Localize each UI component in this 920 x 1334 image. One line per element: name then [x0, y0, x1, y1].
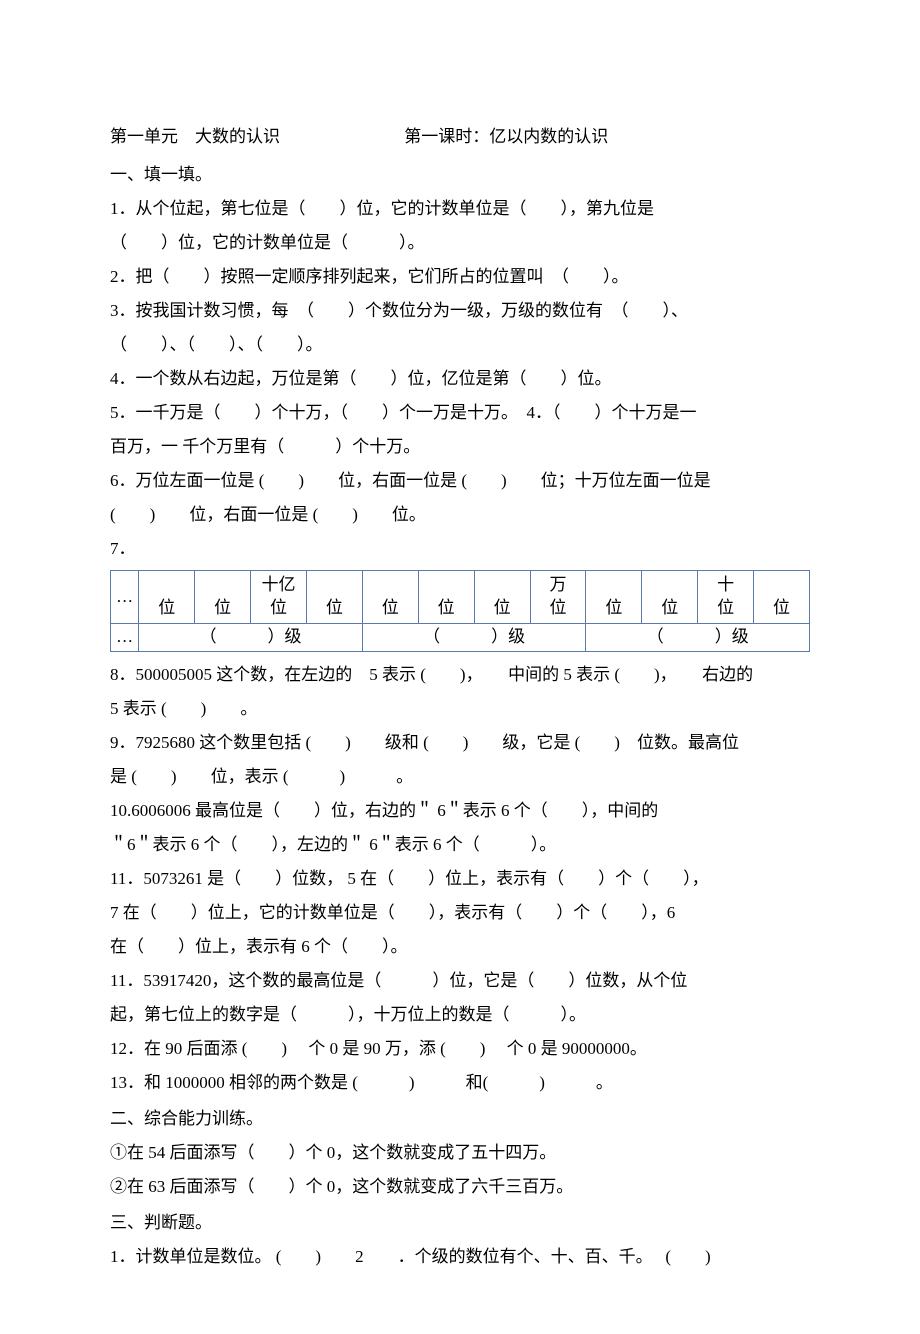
cell-ellipsis-1: … [111, 571, 139, 624]
q1-line-b: （ ）位，它的计数单位是（ ）。 [110, 226, 810, 260]
section-1: 一、填一填。 1．从个位起，第七位是（ ）位，它的计数单位是（ ），第九位是 （… [110, 158, 810, 1100]
ten-label: 十 [717, 575, 734, 594]
section-2: 二、综合能力训练。 ①在 54 后面添写（ ）个 0，这个数就变成了五十四万。 … [110, 1102, 810, 1204]
q4-line: 4．一个数从右边起，万位是第（ ）位，亿位是第（ ）位。 [110, 362, 810, 396]
q6-line-b: ( ) 位，右面一位是 ( ) 位。 [110, 498, 810, 532]
q2-line: 2．把（ ）按照一定顺序排列起来，它们所占的位置叫 （ ）。 [110, 260, 810, 294]
q11-line-c: 在（ ）位上，表示有 6 个（ ）。 [110, 930, 810, 964]
table-row-header: … 位 位 十亿位 位 位 位 位 万位 位 位 十位 位 [111, 571, 810, 624]
cell-r1c1: 位 [139, 571, 195, 624]
lesson-title: 第一课时：亿以内数的认识 [404, 127, 608, 146]
section-1-heading: 一、填一填。 [110, 158, 810, 192]
q10-line-a: 10.6006006 最高位是（ ）位，右边的＂ 6＂表示 6 个（ ），中间的 [110, 794, 810, 828]
q5-line-a: 5．一千万是（ ）个十万，（ ）个一万是十万。 4．（ ）个十万是一 [110, 396, 810, 430]
group-cell-3: （ ）级 [586, 624, 810, 652]
q5-line-b: 百万，一 千个万里有（ ）个十万。 [110, 430, 810, 464]
wei-label: 位 [326, 598, 343, 617]
unit-title: 第一单元 大数的认识 [110, 120, 280, 154]
cell-r1c7: 位 [474, 571, 530, 624]
wei-label: 位 [717, 598, 734, 617]
cell-r1c6: 位 [418, 571, 474, 624]
q3-line-b: （ ）、（ ）、（ ）。 [110, 328, 810, 362]
group-cell-2: （ ）级 [362, 624, 586, 652]
q12-line: 12．在 90 后面添 ( ) 个 0 是 90 万，添 ( ) 个 0 是 9… [110, 1032, 810, 1066]
ten-billion-label: 十亿 [262, 575, 296, 594]
cell-r1c4: 位 [306, 571, 362, 624]
q11-line-a: 11．5073261 是（ ）位数， 5 在（ ）位上，表示有（ ）个（ ）， [110, 862, 810, 896]
q6-line-a: 6．万位左面一位是 ( ) 位，右面一位是 ( ) 位；十万位左面一位是 [110, 464, 810, 498]
title-line: 第一单元 大数的认识 第一课时：亿以内数的认识 [110, 120, 810, 154]
q9-line-a: 9．7925680 这个数里包括 ( ) 级和 ( ) 级，它是 ( ) 位数。… [110, 726, 810, 760]
cell-r1c9: 位 [586, 571, 642, 624]
worksheet-page: 第一单元 大数的认识 第一课时：亿以内数的认识 一、填一填。 1．从个位起，第七… [0, 0, 920, 1334]
wan-label: 万 [549, 575, 566, 594]
q7-line: 7． [110, 532, 810, 566]
place-value-table: … 位 位 十亿位 位 位 位 位 万位 位 位 十位 位 … （ ）级 （ ）… [110, 570, 810, 652]
q11-line-d: 11．53917420，这个数的最高位是（ ）位，它是（ ）位数，从个位 [110, 964, 810, 998]
q8-line-a: 8．500005005 这个数，在左边的 5 表示 ( )， 中间的 5 表示 … [110, 658, 810, 692]
wei-label: 位 [605, 598, 622, 617]
s2-q2: ②在 63 后面添写（ ）个 0，这个数就变成了六千三百万。 [110, 1170, 810, 1204]
s3-q: 1．计数单位是数位。 ( ) 2 ．个级的数位有个、十、百、千。 ( ) [110, 1240, 810, 1274]
section-2-heading: 二、综合能力训练。 [110, 1102, 810, 1136]
wei-label: 位 [438, 598, 455, 617]
q11-line-e: 起，第七位上的数字是（ ），十万位上的数是（ ）。 [110, 998, 810, 1032]
group-cell-1: （ ）级 [139, 624, 363, 652]
cell-r1c3: 十亿位 [251, 571, 307, 624]
cell-r1c5: 位 [362, 571, 418, 624]
wei-label: 位 [494, 598, 511, 617]
cell-ellipsis-2: … [111, 624, 139, 652]
cell-r1c10: 位 [642, 571, 698, 624]
wei-label: 位 [549, 598, 566, 617]
section-3-heading: 三、判断题。 [110, 1206, 810, 1240]
s2-q1: ①在 54 后面添写（ ）个 0，这个数就变成了五十四万。 [110, 1136, 810, 1170]
wei-label: 位 [214, 598, 231, 617]
wei-label: 位 [158, 598, 175, 617]
q10-line-b: ＂6＂表示 6 个（ ），左边的＂ 6＂表示 6 个（ ）。 [110, 828, 810, 862]
section-3: 三、判断题。 1．计数单位是数位。 ( ) 2 ．个级的数位有个、十、百、千。 … [110, 1206, 810, 1274]
q9-line-b: 是 ( ) 位，表示 ( ) 。 [110, 760, 810, 794]
q11-line-b: 7 在（ ）位上，它的计数单位是（ ），表示有（ ）个（ ），6 [110, 896, 810, 930]
table-row-groups: … （ ）级 （ ）级 （ ）级 [111, 624, 810, 652]
wei-label: 位 [661, 598, 678, 617]
q1-line-a: 1．从个位起，第七位是（ ）位，它的计数单位是（ ），第九位是 [110, 192, 810, 226]
q8-line-b: 5 表示 ( ) 。 [110, 692, 810, 726]
cell-r1c12: 位 [754, 571, 810, 624]
wei-label: 位 [773, 598, 790, 617]
cell-r1c11: 十位 [698, 571, 754, 624]
cell-r1c2: 位 [195, 571, 251, 624]
q13-line: 13．和 1000000 相邻的两个数是 ( ) 和( ) 。 [110, 1066, 810, 1100]
q3-line-a: 3．按我国计数习惯，每 （ ）个数位分为一级，万级的数位有 （ ）、 [110, 294, 810, 328]
wei-label: 位 [382, 598, 399, 617]
cell-r1c8: 万位 [530, 571, 586, 624]
wei-label: 位 [270, 598, 287, 617]
